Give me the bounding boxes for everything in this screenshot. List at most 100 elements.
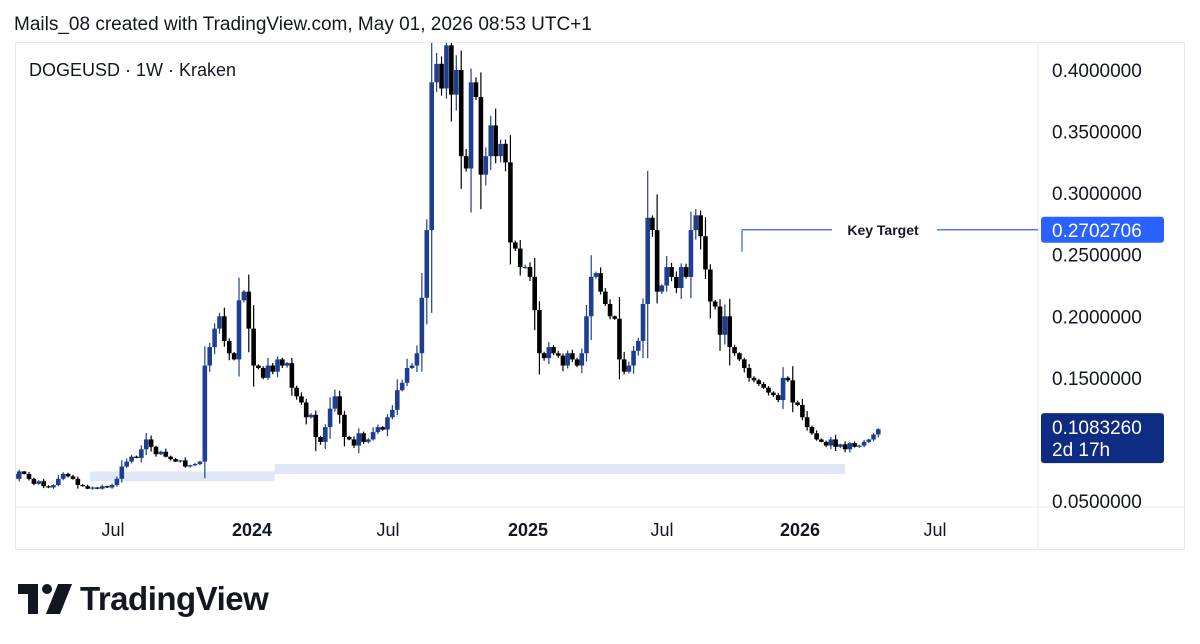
candle-down: [833, 439, 838, 447]
candle-down: [231, 353, 237, 360]
candle-down: [95, 487, 100, 489]
candle-down: [795, 402, 800, 405]
candle-up: [139, 449, 144, 458]
candle-down: [46, 486, 51, 488]
candle-up: [202, 365, 208, 462]
candle-down: [458, 70, 464, 157]
candle-down: [814, 433, 819, 440]
candle-down: [761, 384, 766, 388]
candle-down: [21, 471, 27, 474]
candle-down: [168, 456, 173, 460]
candle-down: [173, 459, 178, 462]
candle-down: [737, 353, 742, 360]
candle-up: [16, 471, 22, 479]
candle-up: [284, 363, 290, 366]
candle-down: [351, 439, 357, 446]
candle-up: [90, 487, 95, 489]
support-zone-1: [274, 464, 846, 474]
candle-down: [532, 276, 538, 311]
chart-caption: Mails_08 created with TradingView.com, M…: [14, 14, 592, 35]
candle-up: [838, 444, 843, 447]
candle-down: [766, 387, 771, 393]
y-tick-label: 0.1500000: [1052, 369, 1142, 390]
candle-down: [809, 427, 815, 434]
candle-up: [579, 353, 585, 366]
brand-name: TradingView: [80, 580, 269, 617]
candle-down: [80, 484, 86, 487]
candle-up: [780, 377, 786, 401]
candle-down: [790, 380, 796, 403]
candle-up: [192, 464, 198, 466]
candle-up: [109, 484, 115, 488]
candle-up: [217, 316, 222, 329]
candle-down: [775, 395, 781, 401]
candle-up: [857, 445, 862, 447]
candle-up: [366, 439, 371, 442]
y-tick-label: 0.3000000: [1052, 184, 1142, 205]
candle-down: [289, 363, 295, 388]
candle-up: [593, 273, 599, 277]
x-tick-label: Jul: [650, 520, 673, 540]
candle-up: [375, 427, 381, 433]
candle-up: [828, 439, 834, 446]
candle-up: [429, 82, 435, 231]
candle-down: [708, 269, 713, 302]
candle-up: [187, 465, 193, 467]
candle-down: [260, 368, 266, 378]
candle-down: [478, 97, 484, 175]
candle-down: [537, 310, 542, 354]
candle-up: [332, 396, 338, 409]
candle-down: [41, 481, 46, 487]
candle-down: [16, 473, 17, 479]
candle-up: [664, 267, 669, 286]
candle-down: [508, 162, 513, 243]
candle-down: [703, 236, 708, 270]
x-tick-label: 2024: [232, 520, 272, 540]
candle-down: [153, 446, 159, 455]
candle-down: [280, 359, 285, 366]
candle-down: [31, 478, 37, 484]
candle-up: [847, 443, 853, 450]
candle-down: [163, 451, 169, 457]
candle-down: [712, 301, 718, 307]
candle-down: [551, 347, 556, 354]
candle-up: [404, 368, 410, 383]
candle-up: [241, 291, 247, 301]
candle-up: [498, 143, 503, 157]
candle-down: [607, 303, 613, 317]
candle-down: [621, 359, 627, 372]
candle-down: [669, 267, 674, 277]
candle-down: [717, 306, 723, 335]
candle-down: [503, 143, 508, 163]
candle-down: [7, 467, 12, 474]
candle-up: [678, 267, 684, 288]
candle-down: [746, 368, 752, 378]
candle-up: [866, 439, 872, 442]
candle-up: [584, 316, 589, 354]
candle-up: [659, 285, 665, 292]
candle-up: [158, 451, 164, 455]
candle-down: [361, 433, 366, 442]
tradingview-logo-icon: [18, 584, 72, 614]
candle-down: [85, 486, 90, 489]
candle-up: [645, 217, 651, 304]
candle-down: [598, 273, 603, 292]
candle-up: [197, 461, 203, 465]
x-tick-label: Jul: [101, 520, 124, 540]
countdown-label: 2d 17h: [1052, 440, 1110, 461]
plot-area: [7, 43, 881, 490]
candle-down: [751, 377, 757, 381]
candle-up: [212, 328, 217, 348]
candle-up: [876, 429, 881, 435]
candle-up: [483, 156, 489, 175]
y-tick-label: 0.2500000: [1052, 246, 1142, 267]
candle-down: [603, 291, 608, 304]
candle-up: [444, 45, 449, 89]
candle-down: [313, 414, 319, 437]
candle-up: [861, 441, 867, 446]
candle-down: [683, 267, 689, 277]
target-price-label: 0.2702706: [1052, 221, 1142, 242]
candle-down: [449, 45, 454, 95]
candle-up: [56, 478, 61, 485]
